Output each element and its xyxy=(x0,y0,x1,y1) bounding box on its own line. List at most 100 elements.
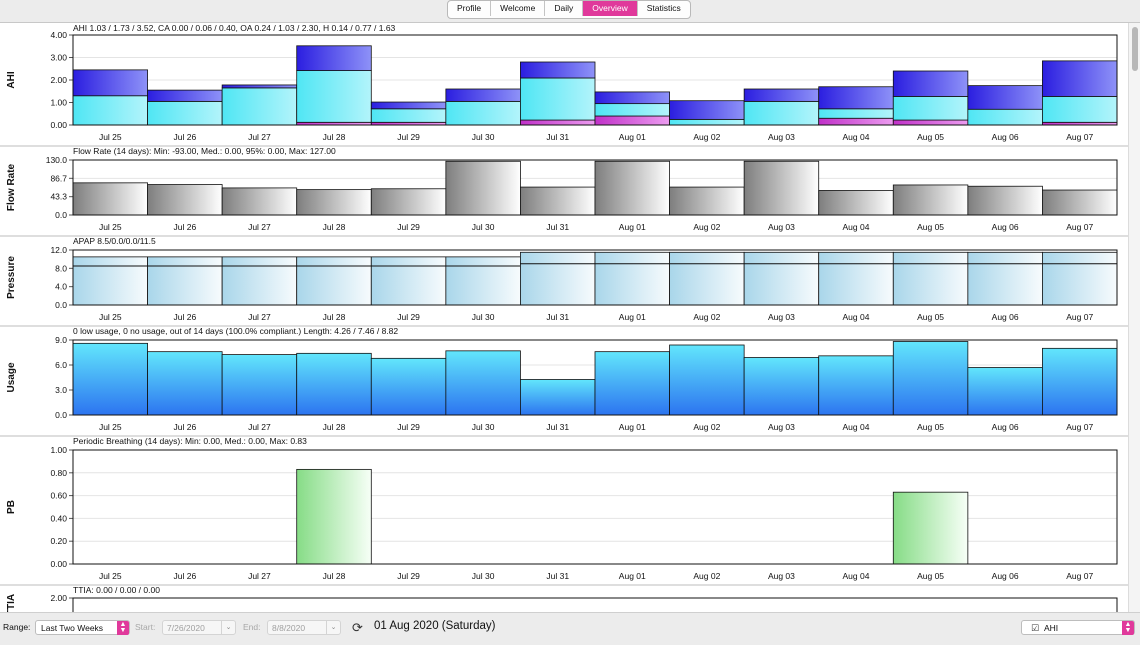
pb-plot-frame xyxy=(72,449,1118,565)
bar xyxy=(221,187,298,216)
y-tick-label: 9.0 xyxy=(55,335,67,345)
flow-header: Flow Rate (14 days): Min: -93.00, Med.: … xyxy=(73,146,336,156)
bar xyxy=(520,186,596,216)
x-tick-label: Aug 02 xyxy=(693,132,720,142)
bar-h xyxy=(370,108,447,123)
bar-oa xyxy=(72,69,148,97)
x-tick-label: Aug 02 xyxy=(693,422,720,432)
x-tick-label: Aug 03 xyxy=(768,571,795,581)
bar xyxy=(669,186,745,216)
tab-overview[interactable]: Overview xyxy=(583,1,638,16)
usage-plot-frame xyxy=(72,339,1118,416)
x-tick-label: Aug 03 xyxy=(768,422,795,432)
range-select[interactable]: Last Two Weeks ▲ ▼ xyxy=(35,620,130,635)
bar xyxy=(1042,347,1118,416)
bar xyxy=(72,342,148,416)
graph-pressure: APAP 8.5/0.0/0.0/11.5 Pressure 12.0 8.0 4.0 0… xyxy=(0,236,1128,327)
bar xyxy=(72,256,148,306)
bar-h xyxy=(72,95,148,126)
x-tick-label: Aug 07 xyxy=(1066,571,1093,581)
bar xyxy=(445,160,521,216)
y-tick-label: 3.0 xyxy=(55,385,67,395)
y-tick-label: 0.0 xyxy=(55,410,67,420)
bar-oa xyxy=(296,45,372,71)
x-tick-label: Jul 27 xyxy=(248,132,271,142)
y-tick-label: 6.0 xyxy=(55,360,67,370)
x-tick-label: Aug 05 xyxy=(917,222,944,232)
range-select-value: Last Two Weeks xyxy=(41,623,104,633)
start-label: Start: xyxy=(135,622,156,632)
x-tick-label: Aug 02 xyxy=(693,312,720,322)
chevron-down-icon[interactable]: ⌄ xyxy=(221,621,235,634)
pressure-header: APAP 8.5/0.0/0.0/11.5 xyxy=(73,236,156,246)
end-date-field[interactable]: 8/8/2020 ⌄ xyxy=(267,620,341,635)
end-label: End: xyxy=(243,622,261,632)
y-tick-label: 1.00 xyxy=(50,98,67,108)
bar-oa xyxy=(445,88,521,102)
bar-h xyxy=(520,77,596,121)
y-tick-label: 86.7 xyxy=(50,173,67,183)
x-tick-label: Jul 31 xyxy=(546,132,569,142)
x-tick-label: Aug 04 xyxy=(843,422,870,432)
x-tick-label: Jul 27 xyxy=(248,312,271,322)
x-tick-label: Aug 06 xyxy=(992,132,1019,142)
scrollbar-thumb[interactable] xyxy=(1132,27,1138,71)
bar-oa xyxy=(967,85,1043,110)
x-tick-label: Jul 25 xyxy=(99,571,122,581)
x-tick-label: Jul 31 xyxy=(546,312,569,322)
x-tick-label: Aug 01 xyxy=(619,571,646,581)
bar xyxy=(594,251,670,306)
x-tick-label: Jul 30 xyxy=(472,422,495,432)
x-tick-label: Jul 28 xyxy=(323,222,346,232)
refresh-icon[interactable]: ⟳ xyxy=(352,620,363,635)
bar-oa xyxy=(594,91,670,105)
bar-h xyxy=(296,70,372,123)
y-tick-label: 2.00 xyxy=(50,75,67,85)
x-tick-label: Aug 03 xyxy=(768,222,795,232)
graph-selector[interactable]: ☑ AHI ▲ ▼ xyxy=(1021,620,1135,635)
bar-oa xyxy=(743,88,820,102)
x-tick-label: Jul 29 xyxy=(397,312,420,322)
x-tick-label: Aug 05 xyxy=(917,312,944,322)
x-tick-label: Aug 05 xyxy=(917,571,944,581)
x-tick-label: Jul 29 xyxy=(397,132,420,142)
end-date-value: 8/8/2020 xyxy=(272,623,306,633)
x-tick-label: Jul 26 xyxy=(174,222,197,232)
tab-welcome[interactable]: Welcome xyxy=(491,1,546,16)
x-tick-label: Jul 27 xyxy=(248,571,271,581)
x-tick-label: Aug 07 xyxy=(1066,132,1093,142)
y-tick-label: 3.00 xyxy=(50,53,67,63)
bar xyxy=(743,160,820,216)
bar xyxy=(221,256,298,306)
x-tick-label: Jul 29 xyxy=(397,422,420,432)
tab-profile[interactable]: Profile xyxy=(448,1,492,16)
x-tick-label: Aug 03 xyxy=(768,312,795,322)
tab-statistics[interactable]: Statistics xyxy=(646,3,681,13)
chevron-down-icon[interactable]: ⌄ xyxy=(326,621,340,634)
bar xyxy=(370,256,447,306)
x-tick-label: Aug 06 xyxy=(992,222,1019,232)
tab-daily[interactable]: Daily xyxy=(545,1,584,16)
bar xyxy=(147,256,223,306)
graph-usage: 0 low usage, 0 no usage, out of 14 days … xyxy=(0,326,1128,437)
tab-bar: Profile Welcome Daily Overview Statistics xyxy=(0,0,1140,23)
checkbox-icon: ☑ xyxy=(1031,623,1040,633)
bar-ca xyxy=(594,115,670,126)
bottom-toolbar: Range: Last Two Weeks ▲ ▼ Start: 7/26/202… xyxy=(0,612,1140,645)
bar xyxy=(72,182,148,216)
start-date-field[interactable]: 7/26/2020 ⌄ xyxy=(162,620,236,635)
bar xyxy=(967,185,1043,216)
x-tick-label: Jul 26 xyxy=(174,312,197,322)
x-tick-label: Jul 26 xyxy=(174,422,197,432)
y-tick-label: 4.0 xyxy=(55,282,67,292)
x-tick-label: Jul 28 xyxy=(323,312,346,322)
usage-axis-label: Usage xyxy=(6,362,17,392)
x-tick-label: Jul 30 xyxy=(472,132,495,142)
vertical-scrollbar[interactable] xyxy=(1128,23,1140,612)
bar xyxy=(296,352,372,416)
x-tick-label: Aug 05 xyxy=(917,422,944,432)
bar-h xyxy=(743,100,820,126)
bar xyxy=(967,367,1043,416)
x-tick-label: Aug 04 xyxy=(843,312,870,322)
y-tick-label: 0.80 xyxy=(50,468,67,478)
